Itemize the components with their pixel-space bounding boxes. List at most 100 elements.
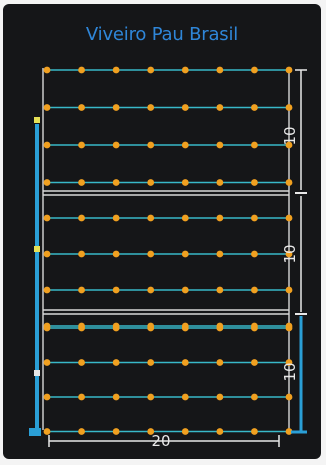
plant-marker[interactable] (43, 214, 51, 222)
plant-marker[interactable] (181, 393, 189, 401)
plant-marker[interactable] (78, 324, 85, 332)
plant-marker[interactable] (216, 250, 224, 258)
plant-marker[interactable] (251, 324, 258, 332)
plant-marker[interactable] (43, 324, 51, 332)
plant-marker[interactable] (251, 286, 258, 294)
vertical-dimension: 10 10 10 (281, 69, 307, 434)
plant-marker[interactable] (112, 359, 120, 366)
plant-marker[interactable] (78, 428, 85, 435)
plant-marker[interactable] (147, 66, 155, 74)
plant-marker[interactable] (181, 324, 189, 332)
left-marker-mid (34, 246, 40, 252)
plant-marker[interactable] (147, 393, 155, 401)
plant-marker[interactable] (216, 66, 224, 74)
plant-marker[interactable] (251, 214, 258, 222)
plant-marker[interactable] (181, 214, 189, 222)
plant-marker[interactable] (147, 359, 155, 366)
plant-marker[interactable] (112, 104, 120, 111)
plant-marker[interactable] (43, 250, 51, 258)
plant-marker[interactable] (78, 359, 85, 366)
plant-marker[interactable] (147, 286, 155, 294)
plant-marker[interactable] (181, 286, 189, 294)
plant-marker[interactable] (216, 141, 224, 149)
plant-marker[interactable] (78, 179, 85, 186)
plant-marker[interactable] (78, 214, 85, 222)
plant-marker[interactable] (251, 393, 258, 401)
plant-marker[interactable] (78, 286, 85, 294)
plant-marker[interactable] (216, 393, 224, 401)
plant-marker[interactable] (216, 104, 224, 111)
plant-marker[interactable] (285, 324, 293, 332)
plant-marker[interactable] (112, 179, 120, 186)
plant-marker[interactable] (285, 66, 293, 74)
plant-marker[interactable] (285, 179, 293, 186)
plant-marker[interactable] (251, 141, 258, 149)
plant-marker[interactable] (181, 104, 189, 111)
plant-marker[interactable] (181, 250, 189, 258)
plant-marker[interactable] (251, 428, 258, 435)
plant-marker[interactable] (285, 104, 293, 111)
plant-marker[interactable] (181, 428, 189, 435)
plant-marker[interactable] (181, 179, 189, 186)
plant-marker[interactable] (216, 428, 224, 435)
dimension-label-block-1: 10 (281, 126, 299, 145)
plant-marker[interactable] (78, 250, 85, 258)
app-screen: Viveiro Pau Brasil 10 10 (3, 4, 321, 459)
plant-marker[interactable] (285, 214, 293, 222)
plant-marker[interactable] (112, 214, 120, 222)
plant-marker[interactable] (78, 393, 85, 401)
plant-marker[interactable] (147, 250, 155, 258)
plant-marker[interactable] (285, 250, 293, 258)
plant-marker[interactable] (112, 66, 120, 74)
plant-marker[interactable] (181, 141, 189, 149)
plant-marker[interactable] (78, 104, 85, 111)
dimension-label-width: 20 (151, 432, 170, 450)
left-marker-bottom (29, 428, 41, 436)
plant-marker[interactable] (181, 359, 189, 366)
plant-marker[interactable] (251, 179, 258, 186)
plant-marker[interactable] (112, 141, 120, 149)
plant-marker[interactable] (147, 324, 155, 332)
plant-marker[interactable] (251, 359, 258, 366)
plant-marker[interactable] (43, 359, 51, 366)
plant-marker[interactable] (285, 428, 293, 435)
plant-marker[interactable] (285, 393, 293, 401)
plant-marker[interactable] (216, 286, 224, 294)
plant-marker[interactable] (112, 324, 120, 332)
plant-marker[interactable] (43, 104, 51, 111)
plant-marker[interactable] (112, 428, 120, 435)
plant-marker[interactable] (43, 179, 51, 186)
plant-marker[interactable] (147, 141, 155, 149)
plant-marker[interactable] (43, 393, 51, 401)
plant-marker[interactable] (147, 179, 155, 186)
plant-marker[interactable] (112, 250, 120, 258)
plant-marker[interactable] (147, 428, 155, 435)
plant-marker[interactable] (251, 104, 258, 111)
plant-marker[interactable] (43, 141, 51, 149)
plant-marker[interactable] (216, 324, 224, 332)
plant-marker[interactable] (285, 359, 293, 366)
plant-marker[interactable] (112, 286, 120, 294)
plant-marker[interactable] (112, 393, 120, 401)
nursery-layout-diagram: 10 10 10 20 (29, 66, 307, 450)
plant-marker[interactable] (43, 428, 51, 435)
plant-marker[interactable] (216, 214, 224, 222)
plant-marker[interactable] (78, 141, 85, 149)
plant-marker[interactable] (43, 286, 51, 294)
plant-marker[interactable] (181, 66, 189, 74)
dimension-label-block-2: 10 (281, 244, 299, 263)
left-marker-top (34, 117, 40, 123)
horizontal-dimension: 20 (48, 432, 280, 450)
plant-marker[interactable] (285, 286, 293, 294)
plant-marker[interactable] (216, 179, 224, 186)
plant-marker[interactable] (285, 141, 293, 149)
plant-marker[interactable] (251, 66, 258, 74)
page-title: Viveiro Pau Brasil (85, 24, 239, 45)
plant-marker[interactable] (147, 214, 155, 222)
plant-marker[interactable] (251, 250, 258, 258)
plant-marker[interactable] (43, 66, 51, 74)
plant-marker[interactable] (216, 359, 224, 366)
plant-marker[interactable] (147, 104, 155, 111)
left-marker-low (34, 370, 40, 376)
plant-marker[interactable] (78, 66, 85, 74)
